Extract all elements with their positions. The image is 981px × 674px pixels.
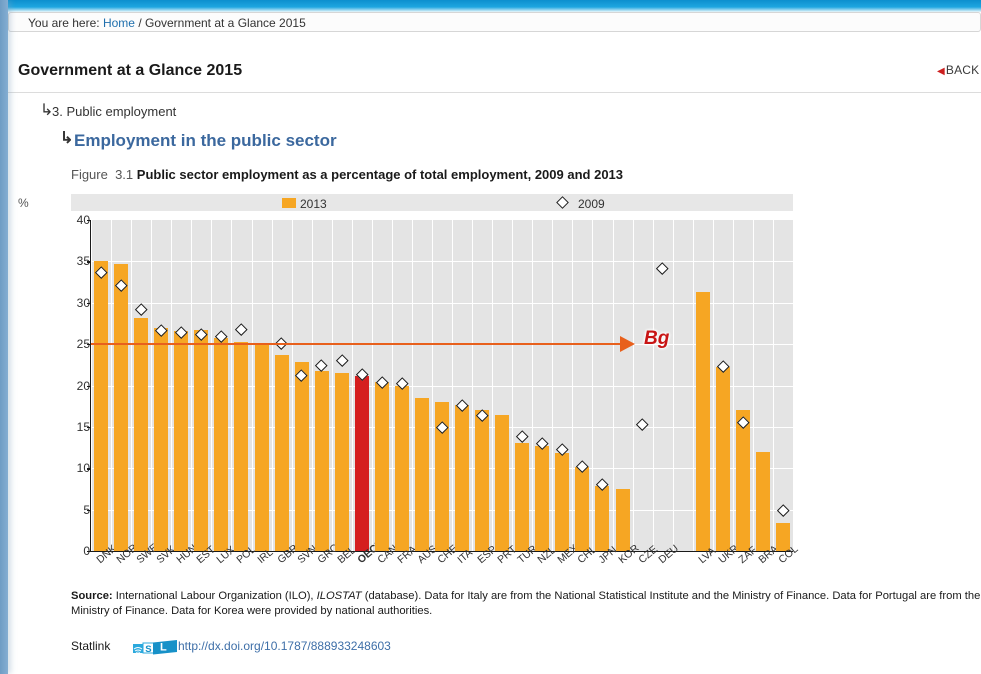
svg-text:L: L bbox=[160, 642, 167, 654]
svg-text:S: S bbox=[145, 644, 151, 655]
